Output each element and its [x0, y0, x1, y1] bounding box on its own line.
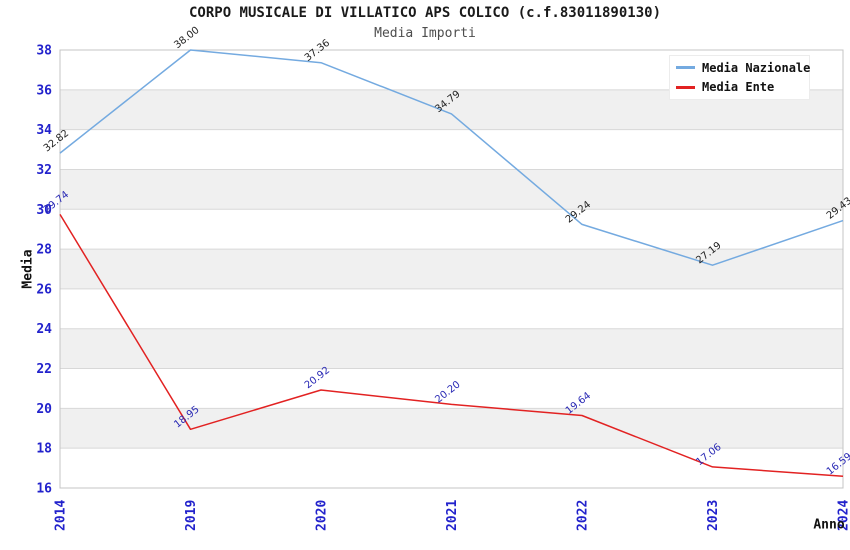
y-tick-label: 16: [36, 482, 52, 497]
x-tick-label: 2022: [576, 500, 591, 531]
y-tick-label: 26: [36, 282, 52, 297]
y-axis-title: Media: [20, 249, 36, 289]
y-tick-label: 30: [36, 203, 52, 218]
plot-band: [60, 368, 843, 409]
plot-band: [60, 169, 843, 210]
chart-legend: Media Nazionale Media Ente: [669, 55, 810, 100]
series-line-media-ente: [59, 214, 844, 478]
legend-label: Media Ente: [702, 80, 775, 95]
legend-label: Media Nazionale: [702, 60, 811, 75]
y-tick-label: 32: [36, 163, 52, 178]
y-tick-label: 22: [36, 362, 52, 377]
plot-band: [60, 448, 843, 488]
x-tick-label: 2019: [184, 500, 199, 531]
legend-line-swatch-red: [676, 85, 695, 89]
plot-band: [60, 129, 843, 170]
y-tick-label: 28: [36, 243, 52, 258]
plot-band: [60, 328, 843, 369]
chart-title: CORPO MUSICALE DI VILLATICO APS COLICO (…: [188, 5, 661, 21]
x-axis-title: Anno: [813, 517, 845, 533]
plot-border: [59, 49, 844, 489]
y-tick-label: 20: [36, 402, 52, 417]
x-tick-label: 2014: [54, 500, 69, 531]
x-tick-label: 2021: [445, 500, 460, 531]
legend-item-media-ente: Media Ente: [670, 80, 809, 94]
y-tick-label: 36: [36, 83, 52, 98]
plot-band: [60, 288, 843, 329]
plot-band: [60, 209, 843, 250]
x-tick-label: 2020: [315, 500, 330, 531]
y-tick-label: 18: [36, 442, 52, 457]
legend-item-media-nazionale: Media Nazionale: [670, 60, 811, 75]
legend-line-swatch-blue: [676, 66, 695, 70]
chart-subtitle: Media Importi: [374, 26, 476, 41]
plot-band: [60, 249, 843, 289]
y-tick-label: 34: [36, 123, 52, 138]
series-line-media-nazionale: [59, 49, 844, 266]
x-tick-label: 2024: [837, 500, 850, 531]
y-tick-label: 24: [36, 322, 52, 337]
x-tick-label: 2023: [706, 500, 721, 531]
y-tick-label: 38: [36, 44, 52, 59]
